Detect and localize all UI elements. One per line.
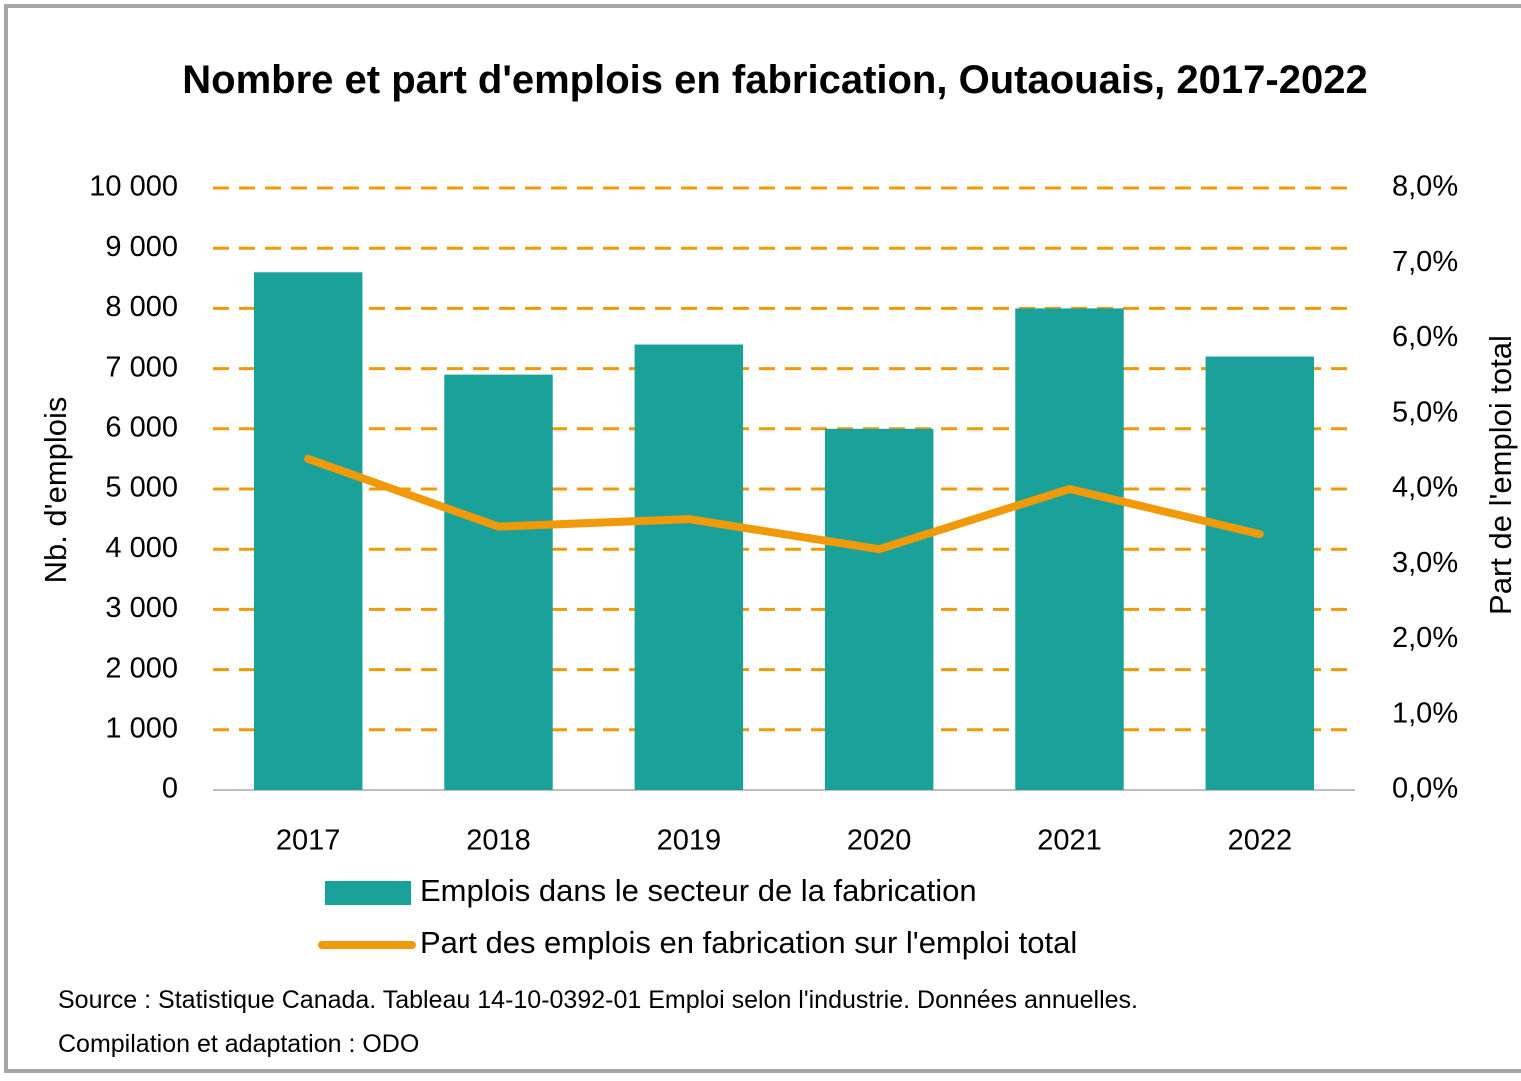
y-tick-label: 1 000 (105, 712, 178, 744)
y2-tick-label: 5,0% (1392, 396, 1458, 428)
frame (4, 4, 1521, 1073)
legend-label: Part des emplois en fabrication sur l'em… (420, 925, 1077, 960)
bar (824, 428, 934, 790)
bar (1015, 308, 1124, 790)
y2-tick-label: 1,0% (1392, 697, 1458, 729)
legend-label: Emplois dans le secteur de la fabricatio… (420, 873, 977, 908)
y2-tick-label: 6,0% (1392, 321, 1458, 353)
x-tick-label: 2017 (276, 825, 341, 857)
bar (444, 374, 553, 790)
bar (634, 344, 744, 790)
y2-tick-label: 2,0% (1392, 622, 1458, 654)
y2-tick-label: 8,0% (1392, 171, 1458, 203)
y-tick-label: 2 000 (105, 652, 178, 684)
y-tick-label: 3 000 (105, 592, 178, 624)
line (304, 454, 1264, 554)
y-tick-label: 5 000 (105, 472, 178, 504)
x-tick-label: 2020 (847, 825, 912, 857)
y2-tick-label: 4,0% (1392, 472, 1458, 504)
y-axis-title: Nb. d'emplois (38, 397, 73, 584)
chart-title: Nombre et part d'emplois en fabrication,… (182, 58, 1368, 102)
x-tick-label: 2022 (1228, 825, 1293, 857)
y2-tick-label: 3,0% (1392, 547, 1458, 579)
bar (253, 272, 363, 790)
y2-tick-label: 0,0% (1392, 773, 1458, 805)
legend-swatch (325, 881, 411, 905)
x-tick-label: 2019 (657, 825, 722, 857)
y-tick-label: 8 000 (105, 291, 178, 323)
source-note: Source : Statistique Canada. Tableau 14-… (58, 986, 1139, 1014)
y-tick-label: 10 000 (89, 171, 178, 203)
y-tick-label: 7 000 (105, 351, 178, 383)
y2-tick-label: 7,0% (1392, 246, 1458, 278)
y2-axis-title: Part de l'emploi total (1483, 335, 1518, 615)
x-tick-label: 2021 (1037, 825, 1102, 857)
y-tick-label: 9 000 (105, 231, 178, 263)
y-tick-label: 0 (162, 773, 178, 805)
credit-note: Compilation et adaptation : ODO (58, 1030, 420, 1058)
y-tick-label: 4 000 (105, 532, 178, 564)
x-tick-label: 2018 (466, 825, 531, 857)
y-tick-label: 6 000 (105, 411, 178, 443)
bar (1205, 356, 1315, 790)
